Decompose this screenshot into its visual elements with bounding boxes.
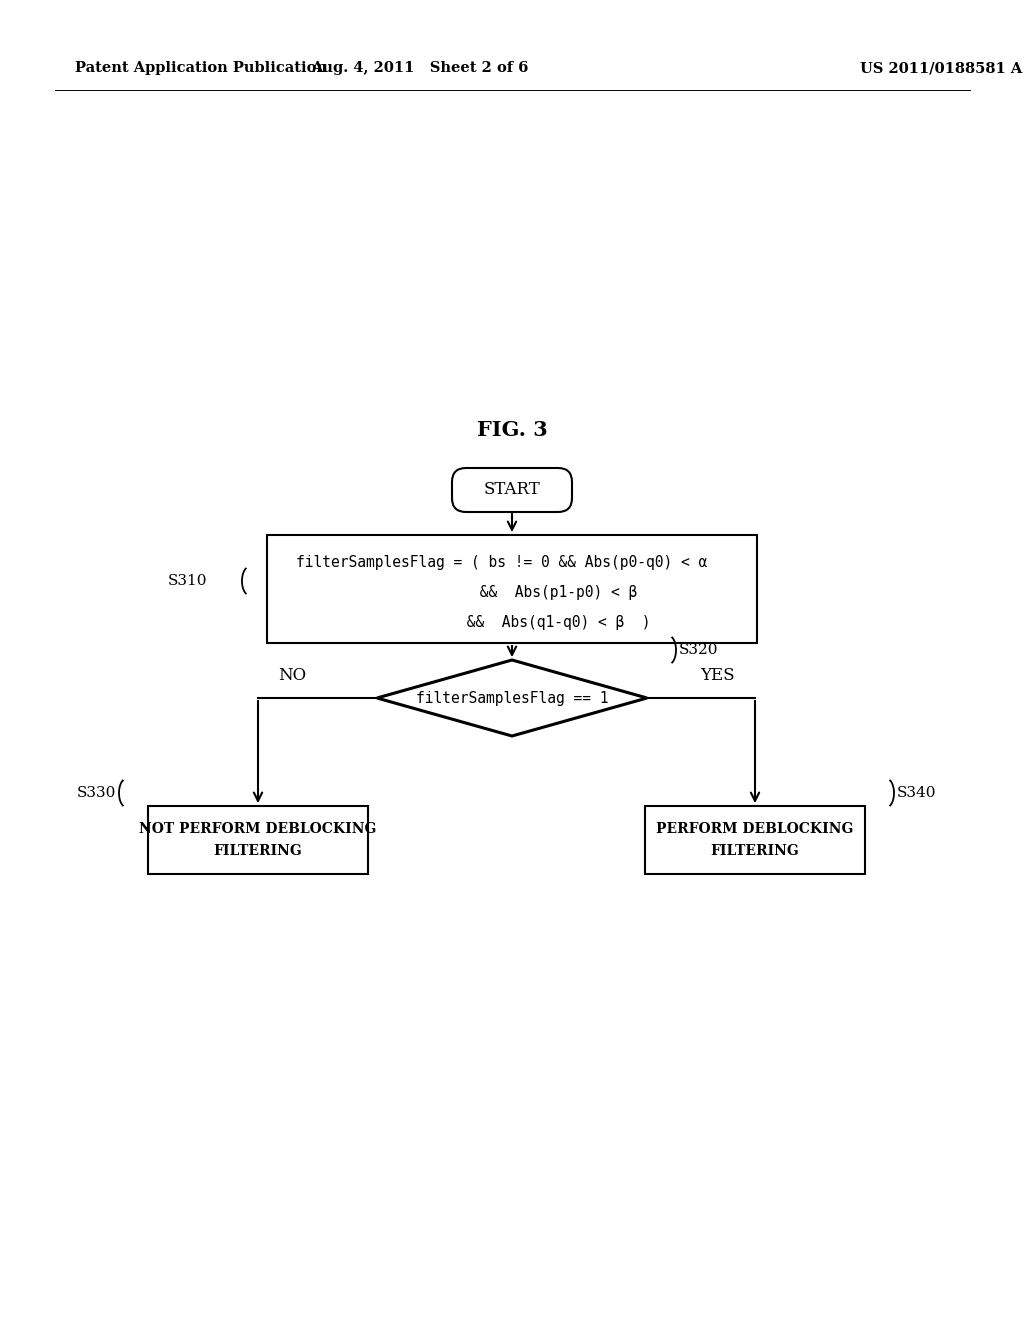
Text: filterSamplesFlag = ( bs != 0 && Abs(p0-q0) < α: filterSamplesFlag = ( bs != 0 && Abs(p0-… bbox=[296, 556, 708, 570]
Text: FILTERING: FILTERING bbox=[711, 843, 800, 858]
Text: NO: NO bbox=[278, 668, 306, 685]
Text: S320: S320 bbox=[679, 643, 719, 657]
Text: S330: S330 bbox=[77, 785, 116, 800]
Bar bbox=[645, 807, 865, 874]
Text: FILTERING: FILTERING bbox=[214, 843, 302, 858]
Text: START: START bbox=[483, 482, 541, 499]
Text: S310: S310 bbox=[168, 574, 207, 587]
Text: &&  Abs(q1-q0) < β  ): && Abs(q1-q0) < β ) bbox=[353, 615, 650, 631]
Text: US 2011/0188581 A1: US 2011/0188581 A1 bbox=[860, 61, 1024, 75]
Text: NOT PERFORM DEBLOCKING: NOT PERFORM DEBLOCKING bbox=[139, 822, 377, 836]
FancyBboxPatch shape bbox=[452, 469, 572, 512]
Text: S340: S340 bbox=[897, 785, 937, 800]
Text: Patent Application Publication: Patent Application Publication bbox=[75, 61, 327, 75]
Bar bbox=[148, 807, 368, 874]
Text: YES: YES bbox=[700, 668, 735, 685]
Text: &&  Abs(p1-p0) < β: && Abs(p1-p0) < β bbox=[367, 586, 638, 601]
Bar bbox=[267, 535, 757, 643]
Polygon shape bbox=[377, 660, 647, 737]
Text: FIG. 3: FIG. 3 bbox=[476, 420, 548, 440]
Text: PERFORM DEBLOCKING: PERFORM DEBLOCKING bbox=[656, 822, 854, 836]
Text: filterSamplesFlag == 1: filterSamplesFlag == 1 bbox=[416, 690, 608, 705]
Text: Aug. 4, 2011   Sheet 2 of 6: Aug. 4, 2011 Sheet 2 of 6 bbox=[311, 61, 528, 75]
